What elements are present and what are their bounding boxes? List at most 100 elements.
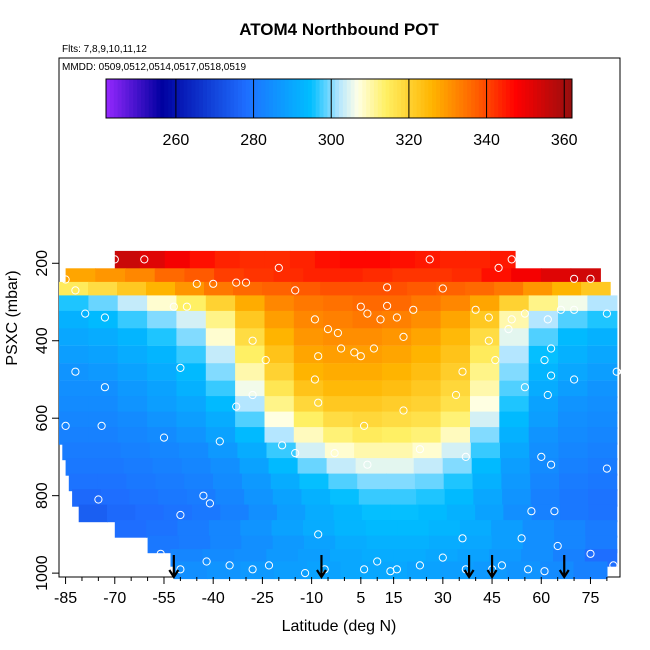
heat-cell bbox=[237, 442, 268, 461]
heat-cell bbox=[373, 561, 408, 580]
heat-cell bbox=[88, 281, 118, 300]
heat-cell bbox=[500, 458, 531, 476]
colorbar-cell bbox=[428, 79, 433, 118]
heat-cell bbox=[152, 458, 183, 476]
observation-point bbox=[484, 336, 493, 345]
heat-cell bbox=[155, 473, 185, 492]
heat-cell bbox=[334, 520, 367, 538]
heat-cell bbox=[126, 473, 156, 492]
colorbar-cell bbox=[249, 79, 254, 118]
observation-point bbox=[156, 549, 165, 558]
heat-cell bbox=[88, 427, 119, 445]
heat-cell bbox=[528, 411, 559, 430]
heat-cell bbox=[587, 380, 618, 399]
x-tick-label: 45 bbox=[483, 590, 501, 607]
colorbar-cell bbox=[140, 79, 146, 118]
colorbar-cell bbox=[529, 79, 534, 118]
heat-cell bbox=[78, 504, 108, 523]
observation-point bbox=[540, 356, 549, 365]
observation-point bbox=[264, 561, 274, 570]
heat-cell bbox=[289, 250, 316, 269]
heat-cell bbox=[147, 328, 178, 346]
heat-cell bbox=[381, 427, 412, 445]
observation-point bbox=[547, 371, 556, 380]
colorbar-cell bbox=[187, 79, 192, 118]
colorbar-cell bbox=[459, 79, 464, 118]
observation-point bbox=[356, 302, 365, 311]
heat-cell bbox=[59, 328, 89, 346]
observation-point bbox=[415, 445, 424, 454]
observation-point bbox=[94, 495, 103, 504]
heat-cell bbox=[149, 442, 180, 461]
colorbar-cell bbox=[471, 79, 476, 118]
heat-cell bbox=[340, 561, 375, 580]
heat-cell bbox=[147, 363, 178, 381]
observation-point bbox=[100, 313, 110, 322]
heat-cell bbox=[587, 458, 618, 476]
heat-cell bbox=[293, 380, 324, 399]
colorbar-cell bbox=[195, 79, 200, 118]
heat-cell bbox=[59, 281, 89, 300]
colorbar-cell bbox=[373, 79, 379, 118]
heat-cell bbox=[264, 396, 295, 414]
heat-cell bbox=[473, 561, 508, 580]
heat-cell bbox=[441, 442, 472, 461]
observation-point bbox=[602, 309, 612, 318]
heat-cell bbox=[587, 396, 618, 414]
heat-cell bbox=[107, 504, 136, 523]
heat-cell bbox=[383, 442, 414, 461]
heat-cell bbox=[412, 442, 443, 461]
heat-cell bbox=[397, 535, 430, 554]
heat-cell bbox=[558, 442, 589, 461]
colorbar-cell bbox=[568, 79, 573, 118]
observation-point bbox=[176, 565, 185, 574]
observation-point bbox=[215, 437, 224, 446]
colorbar-cell bbox=[405, 79, 410, 118]
heat-cell bbox=[440, 345, 471, 364]
x-tick-label: -10 bbox=[300, 590, 323, 607]
colorbar-cell bbox=[486, 79, 491, 118]
heat-cell bbox=[470, 380, 500, 399]
heat-cell bbox=[146, 281, 176, 300]
colorbar-frame bbox=[105, 78, 573, 119]
heat-cell bbox=[470, 295, 500, 313]
observation-point bbox=[383, 301, 392, 310]
heat-cell bbox=[117, 411, 148, 430]
colorbar-ticks: 260 280 300 320 340 360 bbox=[163, 79, 578, 149]
heat-cell bbox=[354, 442, 384, 461]
heat-cell bbox=[378, 281, 408, 300]
observation-point bbox=[543, 315, 552, 324]
colorbar bbox=[105, 78, 573, 119]
heat-cell bbox=[560, 504, 589, 523]
colorbar-cell bbox=[548, 79, 553, 118]
observation-point bbox=[484, 313, 493, 322]
colorbar-cell bbox=[358, 79, 363, 118]
heat-cell bbox=[522, 520, 555, 538]
colorbar-cell bbox=[199, 79, 204, 118]
flight-marker-head bbox=[463, 569, 475, 580]
observation-point bbox=[376, 315, 385, 324]
flight-markers bbox=[168, 555, 570, 580]
y-tick-label: 600 bbox=[34, 405, 51, 432]
heat-cell bbox=[213, 473, 243, 492]
heat-cell bbox=[499, 295, 530, 313]
observation-point bbox=[570, 274, 579, 283]
colorbar-cell bbox=[121, 79, 126, 118]
heat-cell bbox=[299, 473, 329, 492]
heat-cell bbox=[470, 396, 500, 414]
heat-cell bbox=[475, 504, 504, 523]
colorbar-cell bbox=[226, 79, 231, 118]
observation-point bbox=[274, 263, 283, 272]
observation-point bbox=[81, 309, 90, 318]
colorbar-cell bbox=[494, 79, 499, 118]
heat-cell bbox=[176, 328, 207, 346]
observation-point bbox=[497, 561, 506, 570]
colorbar-cell bbox=[339, 79, 344, 118]
colorbar-cell bbox=[238, 79, 243, 118]
x-tick-label: -40 bbox=[202, 590, 225, 607]
heat-cell bbox=[186, 489, 217, 507]
heat-cell bbox=[303, 520, 335, 538]
heat-cell bbox=[214, 268, 245, 286]
observation-point bbox=[494, 263, 503, 272]
